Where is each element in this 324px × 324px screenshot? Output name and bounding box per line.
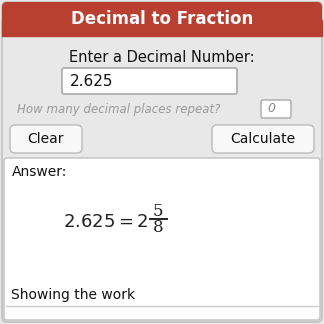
Text: 0: 0: [267, 102, 275, 115]
FancyBboxPatch shape: [4, 158, 320, 320]
Text: 8: 8: [153, 219, 163, 237]
FancyBboxPatch shape: [2, 2, 322, 36]
FancyBboxPatch shape: [261, 100, 291, 118]
Bar: [2, 20, 322, 36]
Text: $2.625= 2$: $2.625= 2$: [63, 213, 148, 231]
Text: Decimal to Fraction: Decimal to Fraction: [71, 10, 253, 28]
FancyBboxPatch shape: [2, 2, 322, 322]
Text: Clear: Clear: [28, 132, 64, 146]
Text: Enter a Decimal Number:: Enter a Decimal Number:: [69, 51, 255, 65]
Text: How many decimal places repeat?: How many decimal places repeat?: [17, 102, 220, 115]
Text: 5: 5: [153, 202, 163, 219]
FancyBboxPatch shape: [212, 125, 314, 153]
FancyBboxPatch shape: [10, 125, 82, 153]
Text: Showing the work: Showing the work: [11, 288, 135, 302]
Text: Calculate: Calculate: [230, 132, 295, 146]
Text: 2.625: 2.625: [70, 74, 113, 88]
Text: Answer:: Answer:: [12, 165, 67, 179]
FancyBboxPatch shape: [62, 68, 237, 94]
